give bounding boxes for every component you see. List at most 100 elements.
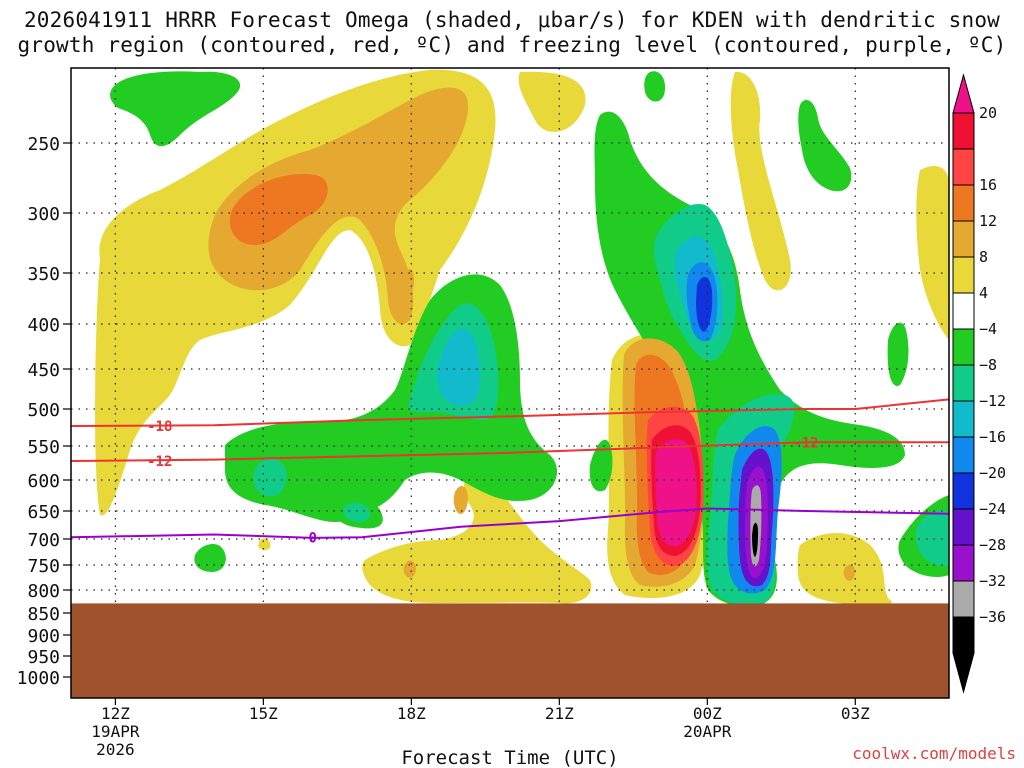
y-tick-label: 550 [27,437,60,458]
shade-green-top-right-2 [798,99,852,192]
shade-green-top-left [110,71,241,147]
shade-teal-right-bottom [915,510,949,566]
colorbar-label: −4 [979,320,997,338]
shade-cyan-left-center [437,328,480,406]
y-tick-label: 350 [27,264,60,285]
x-axis-label: Forecast Time (UTC) [401,747,618,768]
chart-title-line-2: growth region (contoured, red, ºC) and f… [17,33,1007,57]
y-tick-label: 650 [27,502,60,523]
shade-deep-orange-left [229,174,328,245]
shade-green-right-small [887,322,909,386]
contour-label: -18 [147,419,172,435]
colorbar-label: −36 [979,608,1006,626]
colorbar-label: −12 [979,392,1006,410]
colorbar-segment [952,364,975,402]
colorbar-label: −24 [979,500,1006,518]
colorbar-label: 4 [979,284,988,302]
x-tick-label: 03Z [841,704,870,723]
shade-magenta-core [655,439,697,546]
colorbar-segment [952,544,975,582]
terrain-fill [71,603,949,698]
colorbar-label: 20 [979,104,997,122]
shade-darkblue-top-center [696,276,713,332]
y-tick-label: 400 [27,315,60,336]
y-axis: 2503003504004505005506006507007508008509… [17,134,71,689]
colorbar-segment [952,436,975,474]
colorbar-segment [952,616,975,654]
spot-yellow-small [258,538,271,551]
colorbar-label: −32 [979,572,1006,590]
y-tick-label: 300 [27,204,60,225]
y-tick-label: 850 [27,604,60,625]
y-tick-label: 600 [27,471,60,492]
contour-line [71,507,949,539]
colorbar-segment [952,220,975,258]
colorbar-label: −16 [979,428,1006,446]
y-tick-label: 500 [27,400,60,421]
x-tick-sublabel: 20APR [683,722,732,741]
colorbar-label: −20 [979,464,1006,482]
colorbar-segment [952,328,975,366]
y-tick-label: 950 [27,647,60,668]
x-tick-label: 18Z [397,704,426,723]
shade-teal-left-blob [253,458,287,497]
plot-area: -18 -12 0 -12 [71,68,949,698]
contour-lines: -18 -12 0 -12 [71,398,949,546]
colorbar-segment [952,580,975,618]
shade-yellow-right-edge [916,165,949,340]
colorbar-segment [952,184,975,222]
colorbar-segment [952,256,975,294]
x-tick-label: 15Z [249,704,278,723]
contour-label: 0 [308,530,316,546]
shade-green-left-small [194,544,226,572]
y-tick-label: 1000 [17,668,60,689]
colorbar-label: 16 [979,176,997,194]
plot-frame [70,67,950,699]
colorbar: 20 16 12 8 4 −4 −8 −12 −16 −20 −24 −28 −32 −36 [952,73,1006,694]
contour-label: -12 [793,435,818,451]
y-tick-label: 700 [27,530,60,551]
shade-green-top-right-1 [644,71,666,102]
shade-yellow-right-top [730,71,791,291]
x-tick-sublabel: 19APR [91,722,140,741]
colorbar-segment [952,508,975,546]
y-tick-label: 900 [27,626,60,647]
shade-yellow-top-blob [518,71,586,132]
colorbar-label: 8 [979,248,988,266]
spot-orange-3 [843,564,855,581]
omega-shade-12-16 [229,174,328,245]
colorbar-segment [952,400,975,438]
omega-shade-8-12 [208,87,469,324]
omega-shade-small-spots [403,268,855,581]
spot-orange-4 [405,268,414,296]
y-tick-label: 250 [27,134,60,155]
colorbar-label: −28 [979,536,1006,554]
shade-green-center-small [589,439,613,492]
shade-orange-left [208,87,469,324]
colorbar-label: 12 [979,212,997,230]
colorbar-top-arrow [952,73,975,114]
colorbar-segment [952,292,975,330]
colorbar-segment [952,112,975,150]
spot-orange-2 [403,560,416,578]
x-tick-label: 00Z [693,704,722,723]
colorbar-segment [952,148,975,186]
omega-shade-neg24-neg36 [738,448,774,587]
spot-orange-1 [453,485,468,515]
chart-title-line-1: 2026041911 HRRR Forecast Omega (shaded, … [23,8,1001,32]
contour-label: -12 [147,454,172,470]
x-tick-label: 12Z [101,704,130,723]
colorbar-bottom-arrow [952,652,975,694]
shade-black-right-core [752,522,758,557]
shade-teal-center-blob [343,502,371,522]
credit-text: coolwx.com/models [852,744,1016,763]
x-tick-label: 21Z [545,704,574,723]
y-tick-label: 450 [27,360,60,381]
colorbar-label: −8 [979,356,997,374]
contour-line [71,441,949,462]
colorbar-segment [952,472,975,510]
x-tick-sublabel: 2026 [96,740,135,759]
grid-lines [71,68,949,698]
